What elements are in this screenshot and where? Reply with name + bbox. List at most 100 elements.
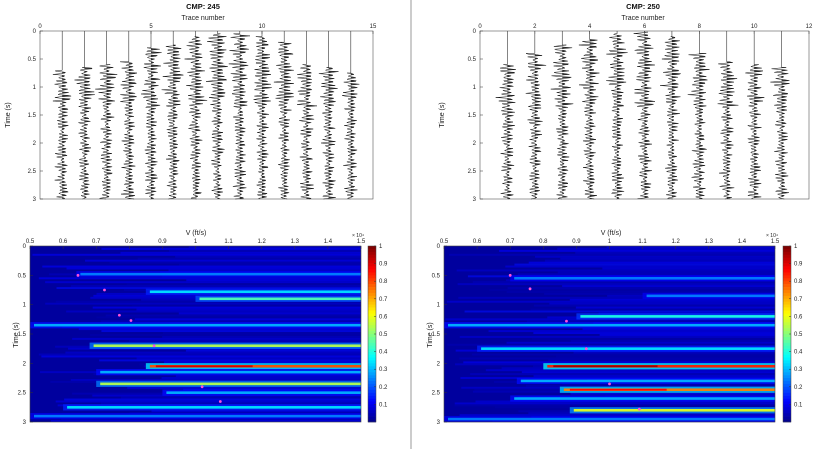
colorbar-segment xyxy=(368,380,376,385)
colorbar-segment xyxy=(783,260,791,264)
heatmap-cell-row xyxy=(533,304,775,307)
velocity-pick xyxy=(508,273,512,277)
heatmap-cell-row xyxy=(70,285,361,288)
colorbar-segment xyxy=(368,375,376,379)
colorbar-segment xyxy=(783,363,791,367)
y-tick-label: 2.5 xyxy=(18,391,27,397)
x-tick-label: 1.1 xyxy=(224,239,233,245)
y-tick-label: 3 xyxy=(33,197,37,203)
colorbar-segment xyxy=(368,290,376,294)
colorbar-segment xyxy=(783,281,791,285)
colorbar-segment xyxy=(783,404,791,408)
colorbar-segment xyxy=(368,266,376,270)
colorbar-segment xyxy=(368,325,376,329)
colorbar-tick-label: 0.6 xyxy=(379,314,388,320)
heatmap-cell-row xyxy=(449,253,775,256)
colorbar-segment xyxy=(783,319,791,323)
colorbar-segment xyxy=(783,351,791,355)
semblance-event-core xyxy=(155,365,253,368)
heatmap-cell-row xyxy=(582,328,775,331)
colorbar-segment xyxy=(783,278,791,282)
trace-wiggle xyxy=(273,41,294,200)
colorbar-segment xyxy=(783,292,791,297)
heatmap-cell-row xyxy=(78,328,361,331)
semblance-event xyxy=(646,294,775,298)
semblance-event xyxy=(514,397,775,400)
colorbar-segment xyxy=(368,392,376,396)
colorbar-segment xyxy=(783,383,791,388)
colorbar-segment xyxy=(368,366,376,370)
y-tick-label: 3 xyxy=(23,420,27,426)
x-tick-label: 1.3 xyxy=(705,239,714,245)
trace-wiggle xyxy=(74,67,95,200)
semblance-event xyxy=(448,417,775,421)
x-axis-label: Trace number xyxy=(181,15,225,22)
y-tick-label: 1.5 xyxy=(468,113,477,119)
colorbar-segment xyxy=(368,313,376,317)
x-tick-label: 1.1 xyxy=(638,239,647,245)
colorbar-tick-label: 1 xyxy=(794,244,798,250)
trace-wiggle xyxy=(578,39,600,200)
heatmap-cell-row xyxy=(530,308,775,311)
colorbar-segment xyxy=(783,336,791,341)
heatmap-cell-row xyxy=(175,255,361,258)
semblance-plot-cmp245: V (ft/s) × 10⁴ Time (s) 0.5 0.6 0.7 0.8 0.9 1… xyxy=(13,230,388,426)
colorbar-segment xyxy=(368,334,376,338)
colorbar-segment xyxy=(368,328,376,332)
x-tick-label: 1.5 xyxy=(771,239,780,245)
x-tick-label: 0.9 xyxy=(572,239,581,245)
y-tick-label: 0.5 xyxy=(18,273,27,279)
velocity-pick xyxy=(76,273,80,277)
colorbar-segment xyxy=(783,263,791,267)
x-tick-label: 1.2 xyxy=(672,239,681,245)
heatmap-cell-row xyxy=(457,283,775,286)
colorbar-tick-label: 0.8 xyxy=(379,279,388,285)
heatmap-cell-row xyxy=(506,341,775,344)
colorbar-segment xyxy=(368,395,376,399)
heatmap-cell-row xyxy=(557,247,775,250)
heatmap-cell-row xyxy=(569,298,775,301)
y-tick-label: 2.5 xyxy=(432,391,441,397)
heatmap-cell-row xyxy=(533,332,775,334)
velocity-pick xyxy=(129,319,133,322)
trace-wiggle xyxy=(770,67,790,200)
colorbar-tick-label: 0.5 xyxy=(794,332,803,338)
heatmap-cell-row xyxy=(45,302,361,305)
heatmap-cell-row xyxy=(573,351,775,354)
heatmap-cell-row xyxy=(533,375,775,378)
heatmap-cell-row xyxy=(527,320,775,323)
heatmap-cell-row xyxy=(485,369,775,372)
x-tick-label: 0.5 xyxy=(440,239,449,245)
colorbar-tick-label: 0.8 xyxy=(794,279,803,285)
x-tick-label: 0.9 xyxy=(158,239,167,245)
colorbar-segment xyxy=(368,378,376,382)
x-tick-label: 0 xyxy=(478,24,482,30)
semblance-event xyxy=(67,406,361,409)
heatmap-cell-row xyxy=(120,396,361,399)
trace-wiggle xyxy=(141,47,162,200)
heatmap-cell-row xyxy=(127,386,362,389)
colorbar-segment xyxy=(368,383,376,388)
chart-title: CMP: 250 xyxy=(626,2,660,11)
trace-wiggle-fill xyxy=(562,45,574,199)
heatmap-cell-row xyxy=(488,330,775,333)
heatmap-cell-row xyxy=(101,330,361,333)
colorbar-segment xyxy=(783,342,791,347)
colorbar-tick-label: 1 xyxy=(379,244,383,250)
trace-wiggle xyxy=(717,61,739,200)
colorbar-tick-label: 0.5 xyxy=(379,332,388,338)
heatmap-cell-row xyxy=(570,339,775,342)
colorbar-segment xyxy=(368,257,376,261)
y-tick-label: 0 xyxy=(23,244,27,250)
colorbar-segment xyxy=(368,284,376,288)
colorbar-segment xyxy=(368,410,376,414)
y-tick-label: 2 xyxy=(33,141,37,147)
colorbar-segment xyxy=(368,348,376,352)
y-tick-label: 0 xyxy=(33,29,37,35)
colorbar-segment xyxy=(783,307,791,311)
trace-wiggle xyxy=(745,64,765,200)
y-axis-label: Time (s) xyxy=(427,322,434,347)
heatmap-cell-row xyxy=(55,400,362,403)
semblance-event-core xyxy=(553,365,658,368)
colorbar-tick-label: 0.7 xyxy=(794,297,803,303)
